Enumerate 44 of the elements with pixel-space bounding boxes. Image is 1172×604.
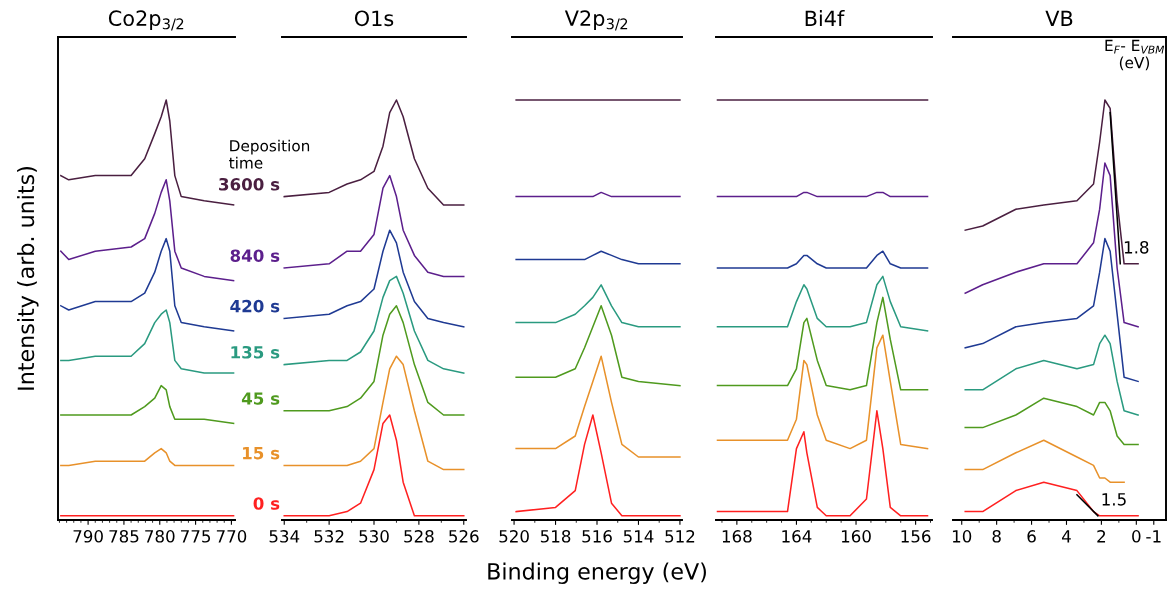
x-tick-label: 526 [449, 530, 479, 543]
x-tick-label: 780 [145, 530, 175, 543]
x-tick-label: 790 [73, 530, 103, 543]
x-tick-label: 532 [314, 530, 344, 543]
x-tick-label: 0 [1132, 530, 1141, 543]
x-tick-label: -1 [1146, 530, 1161, 543]
series-label: 135 s [231, 345, 280, 359]
series-label: 45 s [241, 392, 280, 405]
series-label: 840 s [230, 249, 280, 262]
series-label: 0 s [253, 497, 280, 510]
x-tick-label: 6 [1027, 530, 1036, 543]
x-tick-label: 10 [952, 530, 972, 543]
annotation: 1.5 [1102, 493, 1126, 506]
x-tick-label: 528 [404, 530, 434, 543]
chart-title: Co2p$_{3/2}$ [108, 10, 184, 31]
x-tick-label: 770 [216, 530, 247, 543]
x-tick-label: 168 [722, 530, 752, 543]
x-tick-label: 512 [665, 530, 695, 543]
legend-title: Deposition time [229, 139, 310, 169]
text: E$_{F}$- E$_{VBM}$ (eV) [1105, 39, 1165, 71]
x-tick-label: 164 [782, 530, 812, 543]
x-tick-label: 520 [499, 530, 529, 543]
x-tick-label: 534 [269, 530, 300, 543]
series-label: 15 s [243, 447, 280, 460]
chart-title: V2p$_{3/2}$ [564, 10, 628, 31]
chart-title: VB [1045, 10, 1073, 26]
x-tick-label: 514 [623, 530, 654, 543]
annotation: 1.8 [1124, 241, 1149, 254]
series-label: 420 s [230, 299, 280, 313]
x-tick-label: 8 [992, 530, 1001, 543]
y-axis-title: Intensity (arb. units) [17, 167, 39, 390]
chart-title: Bi4f [805, 10, 845, 26]
x-tick-label: 4 [1062, 530, 1071, 543]
x-tick-label: 785 [109, 530, 139, 543]
x-tick-label: 530 [359, 530, 389, 543]
x-tick-label: 2 [1097, 530, 1106, 543]
chart-title: O1s [354, 10, 394, 27]
x-tick-label: 518 [540, 530, 571, 543]
x-tick-label: 156 [901, 530, 931, 543]
x-axis-title: Binding energy (eV) [488, 562, 706, 585]
series-label: 3600 s [219, 177, 280, 191]
x-tick-label: 516 [582, 530, 612, 543]
x-tick-label: 775 [181, 530, 211, 543]
x-tick-label: 160 [841, 530, 871, 543]
